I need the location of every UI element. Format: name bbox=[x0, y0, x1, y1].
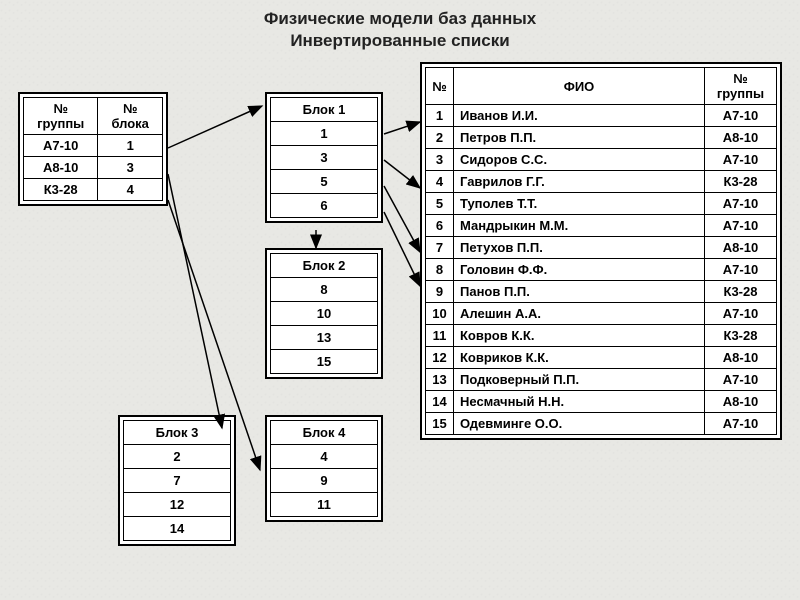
main-col-header: ФИО bbox=[454, 68, 705, 105]
table-row: 12 bbox=[124, 493, 231, 517]
table-row: 3Сидоров С.С.А7-10 bbox=[426, 149, 777, 171]
block-title: Блок 2 bbox=[271, 254, 378, 278]
table-row: 6Мандрыкин М.М.А7-10 bbox=[426, 215, 777, 237]
arrow bbox=[168, 106, 262, 148]
table-row: 15Одевминге О.О.А7-10 bbox=[426, 413, 777, 435]
arrow bbox=[384, 160, 420, 188]
table-row: 1 bbox=[271, 122, 378, 146]
title-line-1: Физические модели баз данных bbox=[0, 8, 800, 30]
title-line-2: Инвертированные списки bbox=[0, 30, 800, 52]
table-row: 13Подковерный П.П.А7-10 bbox=[426, 369, 777, 391]
table-row: 14 bbox=[124, 517, 231, 541]
main-table-box: №ФИО№ группы1Иванов И.И.А7-102Петров П.П… bbox=[420, 62, 782, 440]
index-col-header: № группы bbox=[24, 98, 98, 135]
table-row: 2Петров П.П.А8-10 bbox=[426, 127, 777, 149]
table-row: К3-284 bbox=[24, 179, 163, 201]
table-row: 2 bbox=[124, 445, 231, 469]
block-2-table: Блок 28101315 bbox=[270, 253, 378, 374]
table-row: 7 bbox=[124, 469, 231, 493]
index-table: № группы№ блокаА7-101А8-103К3-284 bbox=[23, 97, 163, 201]
main-col-header: № группы bbox=[705, 68, 777, 105]
table-row: 8Головин Ф.Ф.А7-10 bbox=[426, 259, 777, 281]
block-4-box: Блок 44911 bbox=[265, 415, 383, 522]
table-row: 12Ковриков К.К.А8-10 bbox=[426, 347, 777, 369]
table-row: А7-101 bbox=[24, 135, 163, 157]
table-row: 11 bbox=[271, 493, 378, 517]
block-title: Блок 4 bbox=[271, 421, 378, 445]
block-1-box: Блок 11356 bbox=[265, 92, 383, 223]
table-row: 15 bbox=[271, 350, 378, 374]
table-row: 5 bbox=[271, 170, 378, 194]
table-row: 10Алешин А.А.А7-10 bbox=[426, 303, 777, 325]
arrow bbox=[384, 212, 420, 286]
table-row: 5Туполев Т.Т.А7-10 bbox=[426, 193, 777, 215]
block-2-box: Блок 28101315 bbox=[265, 248, 383, 379]
table-row: 13 bbox=[271, 326, 378, 350]
main-table: №ФИО№ группы1Иванов И.И.А7-102Петров П.П… bbox=[425, 67, 777, 435]
table-row: 10 bbox=[271, 302, 378, 326]
table-row: 4Гаврилов Г.Г.К3-28 bbox=[426, 171, 777, 193]
arrow bbox=[384, 122, 420, 134]
index-col-header: № блока bbox=[98, 98, 163, 135]
table-row: 7Петухов П.П.А8-10 bbox=[426, 237, 777, 259]
table-row: 4 bbox=[271, 445, 378, 469]
table-row: 3 bbox=[271, 146, 378, 170]
table-row: 11Ковров К.К.К3-28 bbox=[426, 325, 777, 347]
table-row: 14Несмачный Н.Н.А8-10 bbox=[426, 391, 777, 413]
index-table-box: № группы№ блокаА7-101А8-103К3-284 bbox=[18, 92, 168, 206]
table-row: А8-103 bbox=[24, 157, 163, 179]
table-row: 9 bbox=[271, 469, 378, 493]
arrow bbox=[168, 174, 222, 428]
table-row: 6 bbox=[271, 194, 378, 218]
arrow bbox=[384, 186, 420, 252]
block-4-table: Блок 44911 bbox=[270, 420, 378, 517]
table-row: 1Иванов И.И.А7-10 bbox=[426, 105, 777, 127]
page-title: Физические модели баз данных Инвертирова… bbox=[0, 8, 800, 52]
table-row: 8 bbox=[271, 278, 378, 302]
block-1-table: Блок 11356 bbox=[270, 97, 378, 218]
table-row: 9Панов П.П.К3-28 bbox=[426, 281, 777, 303]
block-title: Блок 3 bbox=[124, 421, 231, 445]
block-3-table: Блок 3271214 bbox=[123, 420, 231, 541]
block-title: Блок 1 bbox=[271, 98, 378, 122]
block-3-box: Блок 3271214 bbox=[118, 415, 236, 546]
main-col-header: № bbox=[426, 68, 454, 105]
